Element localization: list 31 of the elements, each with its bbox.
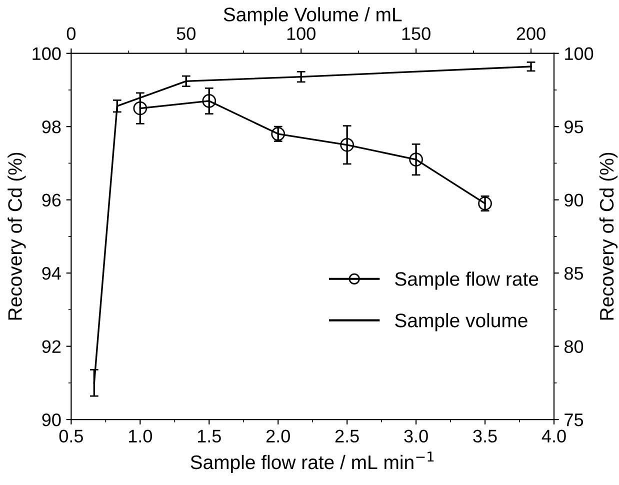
x-tick-label: 50	[176, 27, 196, 40]
y-axis-title: Recovery of Cd (%)	[8, 152, 26, 320]
x-tick-label: 3.5	[473, 430, 497, 443]
x-tick-label: 1.5	[198, 430, 221, 443]
x-tick-label: 100	[287, 27, 316, 40]
x-tick-label: 0.5	[59, 430, 83, 443]
x-tick-label: 2.5	[335, 430, 359, 443]
x-tick-label: 4.0	[542, 430, 566, 443]
x-tick-label: 2.0	[266, 430, 290, 443]
y-axis-title: Recovery of Cd (%)	[599, 152, 618, 320]
x-tick-label: 0	[66, 27, 76, 40]
x-axis-title: Sample flow rate / mL min$^{−1}$	[190, 452, 434, 474]
x-tick-label: 3.0	[404, 430, 428, 443]
y-tick-label: 95	[564, 120, 584, 134]
y-tick-label: 85	[564, 266, 584, 280]
text: Sample volume	[395, 313, 528, 332]
y-tick-label: 100	[565, 47, 594, 60]
y-tick-label: 96	[42, 194, 61, 207]
x-tick-label: 150	[402, 27, 430, 40]
y-tick-label: 98	[42, 120, 61, 134]
y-tick-label: 90	[42, 413, 61, 426]
y-tick-label: 90	[564, 194, 584, 207]
x-tick-label: 1.0	[128, 430, 152, 443]
y-tick-label: 94	[42, 266, 61, 280]
y-tick-label: 100	[32, 47, 61, 60]
y-tick-label: 80	[564, 340, 584, 354]
y-tick-label: 75	[564, 414, 584, 426]
legend-label: Sample flow rate	[395, 272, 538, 290]
x-tick-label: 200	[516, 27, 546, 40]
y-tick-label: 92	[42, 340, 61, 354]
x-axis-title: Sample Volume / mL	[224, 7, 402, 26]
